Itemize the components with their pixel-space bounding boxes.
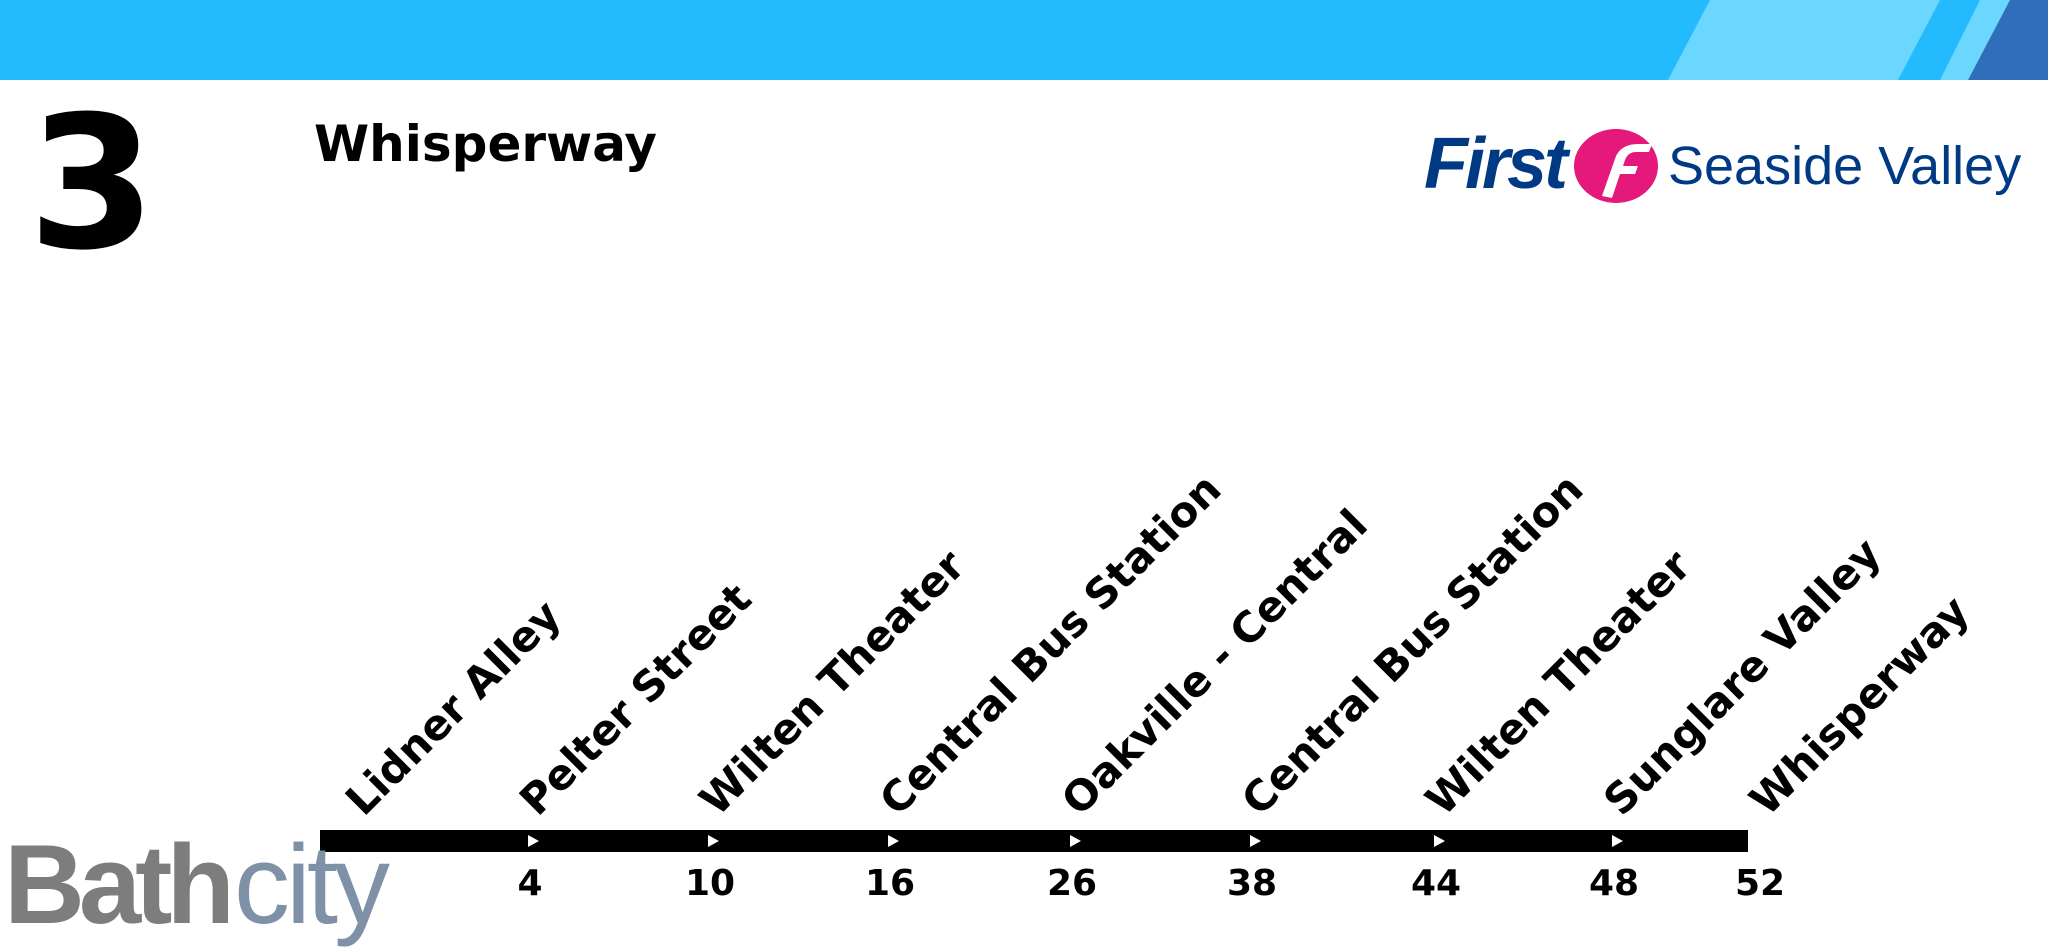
journey-time: 38 <box>1226 863 1278 904</box>
journey-time: 4 <box>517 863 543 904</box>
direction-arrow-icon <box>528 835 539 847</box>
route-destination: Whisperway <box>314 115 657 173</box>
operator-logo: First Seaside Valley <box>1420 120 2022 210</box>
bathcity-logo: Bath city <box>4 826 404 943</box>
journey-time: 16 <box>864 863 916 904</box>
journey-time: 48 <box>1588 863 1640 904</box>
route-number: 3 <box>28 77 156 291</box>
brand-word-city: city <box>234 822 390 947</box>
direction-arrow-icon <box>888 835 899 847</box>
direction-arrow-icon <box>1250 835 1261 847</box>
brand-word-bath: Bath <box>4 822 235 947</box>
direction-arrow-icon <box>1070 835 1081 847</box>
stop-label: Central Bus Station <box>1232 464 1593 825</box>
direction-arrow-icon <box>1612 835 1623 847</box>
direction-arrow-icon <box>1434 835 1445 847</box>
operator-name: First <box>1424 124 1568 204</box>
operator-region: Seaside Valley <box>1668 136 2022 196</box>
journey-time: 26 <box>1046 863 1098 904</box>
journey-time: 52 <box>1734 863 1786 904</box>
header-stripes-decoration <box>1668 0 2048 80</box>
journey-time: 44 <box>1410 863 1462 904</box>
route-line <box>320 830 1748 852</box>
header-bar <box>0 0 2048 80</box>
stop-label: Oakville - Central <box>1052 499 1377 825</box>
stop-label: Central Bus Station <box>870 464 1231 825</box>
first-f-icon <box>1574 129 1658 203</box>
journey-time: 10 <box>684 863 736 904</box>
direction-arrow-icon <box>708 835 719 847</box>
